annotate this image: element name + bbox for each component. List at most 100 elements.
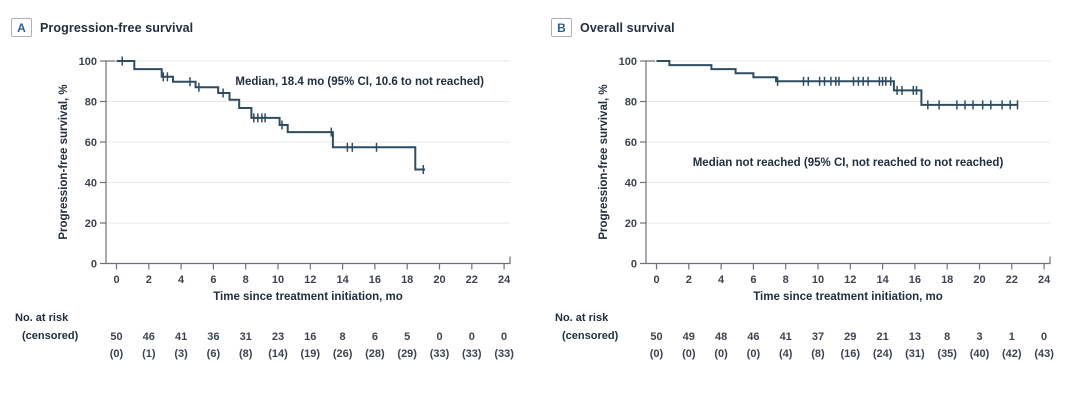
y-tick-label: 0 [91, 259, 97, 271]
at-risk-count: 50 [650, 331, 662, 343]
x-tick-label: 4 [178, 274, 185, 286]
x-tick-label: 10 [812, 274, 824, 286]
at-risk-count: 0 [1041, 331, 1047, 343]
y-tick-label: 40 [85, 178, 97, 190]
axes [645, 60, 1051, 265]
x-tick-label: 4 [718, 274, 725, 286]
panel-b-header: B Overall survival [551, 18, 675, 37]
x-tick-label: 0 [653, 274, 659, 286]
panel-b-letter-badge: B [551, 18, 572, 37]
panel-b-x-axis-title: Time since treatment initiation, mo [753, 291, 943, 303]
censored-count: (28) [365, 348, 385, 360]
censored-count: (0) [110, 348, 124, 360]
at-risk-count: 0 [469, 331, 475, 343]
panel-b-no-at-risk-label: No. at risk [555, 312, 609, 324]
at-risk-count: 41 [175, 331, 187, 343]
x-tick-label: 24 [498, 274, 511, 286]
y-tick-label: 80 [85, 97, 97, 109]
x-tick-label: 12 [844, 274, 856, 286]
at-risk-count: 46 [143, 331, 155, 343]
censored-count: (24) [873, 348, 893, 360]
panel-a-x-axis-title: Time since treatment initiation, mo [213, 291, 403, 303]
at-risk-count: 1 [1009, 331, 1015, 343]
panel-a-title: Progression-free survival [40, 20, 194, 35]
panel-overall-survival: B Overall survival Progression-free surv… [540, 0, 1080, 400]
x-tick-label: 6 [210, 274, 216, 286]
x-tick-label: 8 [243, 274, 249, 286]
censored-count: (29) [397, 348, 417, 360]
y-tick-label: 60 [85, 137, 97, 149]
censored-count: (16) [841, 348, 861, 360]
censored-count: (6) [207, 348, 221, 360]
censored-count: (33) [494, 348, 514, 360]
at-risk-count: 31 [240, 331, 252, 343]
at-risk-count: 8 [944, 331, 950, 343]
panel-a-censored-label: (censored) [22, 330, 79, 342]
censored-count: (19) [301, 348, 321, 360]
panel-progression-free-survival: A Progression-free survival Progression-… [11, 18, 514, 360]
y-tick-label: 80 [625, 97, 637, 109]
censored-count: (8) [239, 348, 253, 360]
panel-a-header: A Progression-free survival [11, 18, 193, 37]
x-tick-label: 2 [146, 274, 152, 286]
panel-a-letter-badge: A [11, 18, 32, 37]
x-tick-label: 6 [750, 274, 756, 286]
x-tick-label: 2 [686, 274, 692, 286]
panel-a-median-annotation: Median, 18.4 mo (95% CI, 10.6 to not rea… [235, 76, 484, 88]
censored-count: (33) [430, 348, 450, 360]
at-risk-count: 3 [976, 331, 982, 343]
y-tick-label: 40 [625, 178, 637, 190]
censored-count: (14) [268, 348, 288, 360]
at-risk-count: 5 [404, 331, 410, 343]
x-tick-label: 16 [369, 274, 381, 286]
x-tick-label: 8 [783, 274, 789, 286]
at-risk-count: 46 [747, 331, 759, 343]
censored-count: (0) [682, 348, 696, 360]
panel-b-censored-label: (censored) [562, 330, 619, 342]
censored-count: (0) [714, 348, 728, 360]
at-risk-count: 37 [812, 331, 824, 343]
x-tick-label: 12 [304, 274, 316, 286]
censored-count: (8) [811, 348, 825, 360]
censored-count: (4) [779, 348, 793, 360]
at-risk-count: 41 [780, 331, 792, 343]
panel-b-title: Overall survival [580, 20, 675, 35]
censored-count: (0) [747, 348, 761, 360]
x-tick-label: 18 [401, 274, 413, 286]
censored-count: (42) [1002, 348, 1022, 360]
at-risk-count: 23 [272, 331, 284, 343]
x-tick-label: 20 [433, 274, 445, 286]
km-curve [656, 60, 1019, 106]
at-risk-count: 6 [372, 331, 378, 343]
x-tick-label: 16 [909, 274, 921, 286]
censored-count: (0) [650, 348, 664, 360]
at-risk-count: 49 [683, 331, 695, 343]
y-tick-label: 100 [619, 56, 637, 68]
at-risk-count: 16 [304, 331, 316, 343]
x-tick-label: 24 [1038, 274, 1051, 286]
at-risk-count: 50 [110, 331, 122, 343]
at-risk-count: 13 [909, 331, 921, 343]
at-risk-count: 29 [844, 331, 856, 343]
axes [105, 60, 511, 265]
x-tick-label: 10 [272, 274, 284, 286]
censored-count: (33) [462, 348, 482, 360]
y-tick-label: 20 [625, 218, 637, 230]
x-tick-label: 22 [1006, 274, 1018, 286]
at-risk-count: 8 [340, 331, 346, 343]
censored-count: (3) [174, 348, 188, 360]
censored-count: (26) [333, 348, 353, 360]
at-risk-count: 48 [715, 331, 727, 343]
censored-count: (40) [970, 348, 990, 360]
panel-b-median-annotation: Median not reached (95% CI, not reached … [692, 157, 1004, 169]
y-tick-label: 60 [625, 137, 637, 149]
censored-count: (43) [1034, 348, 1054, 360]
at-risk-count: 36 [207, 331, 219, 343]
y-tick-label: 100 [79, 56, 97, 68]
at-risk-count: 0 [436, 331, 442, 343]
censored-count: (31) [905, 348, 925, 360]
at-risk-count: 0 [501, 331, 507, 343]
x-tick-label: 18 [941, 274, 953, 286]
y-tick-label: 20 [85, 218, 97, 230]
